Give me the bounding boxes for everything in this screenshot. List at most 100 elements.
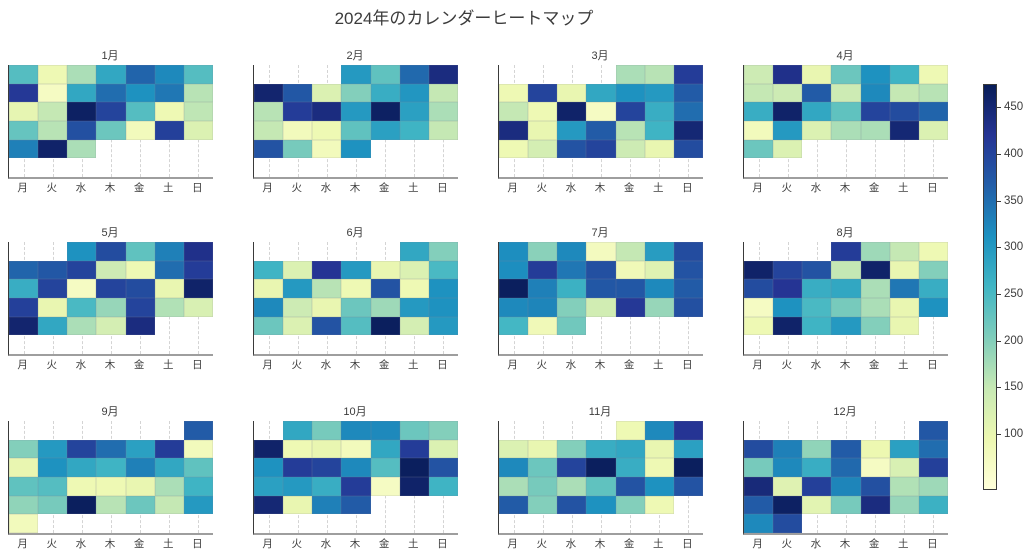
day-cell: [744, 297, 774, 317]
day-cell: [428, 421, 458, 440]
day-cell: [831, 242, 861, 261]
empty-cell: [67, 158, 96, 177]
empty-cell: [861, 514, 890, 533]
weekday-label: 日: [192, 359, 203, 371]
day-cell: [96, 439, 126, 459]
weekday-label: 日: [682, 538, 693, 550]
day-cell: [428, 65, 458, 84]
weekday-label: 月: [752, 182, 763, 194]
day-cell: [341, 297, 371, 317]
day-cell: [860, 65, 890, 84]
day-cell: [499, 476, 529, 496]
day-cell: [644, 139, 674, 159]
weekday-label: 水: [810, 359, 822, 371]
weekday-label: 月: [262, 359, 273, 371]
empty-cell: [586, 158, 615, 177]
day-cell: [154, 458, 184, 477]
day-cell: [802, 102, 832, 121]
empty-cell: [96, 335, 125, 354]
empty-cell: [371, 158, 400, 177]
day-cell: [9, 102, 39, 121]
day-cell: [341, 476, 371, 496]
day-cell: [399, 421, 429, 440]
day-cell: [918, 495, 948, 515]
month-plot-area: [743, 65, 948, 179]
day-cell: [96, 242, 126, 261]
day-cell: [125, 476, 155, 496]
empty-cell: [126, 140, 155, 159]
empty-cell: [616, 335, 645, 354]
day-cell: [644, 65, 674, 84]
empty-cell: [557, 335, 586, 354]
week-cells-grid: [254, 65, 458, 177]
empty-cell: [802, 421, 831, 440]
day-cell: [831, 495, 861, 515]
weekday-axis-labels: 月火水木金土日: [743, 182, 947, 194]
weekday-label: 水: [565, 538, 577, 550]
day-cell: [831, 260, 861, 280]
day-cell: [586, 260, 616, 280]
weekday-label: 金: [378, 538, 390, 550]
empty-cell: [528, 335, 557, 354]
day-cell: [283, 495, 313, 515]
day-cell: [96, 316, 126, 336]
day-cell: [860, 297, 890, 317]
day-cell: [125, 120, 155, 140]
day-cell: [38, 297, 68, 317]
day-cell: [312, 83, 342, 103]
empty-cell: [557, 421, 586, 440]
empty-cell: [645, 317, 674, 336]
empty-cell: [861, 335, 890, 354]
day-cell: [67, 83, 97, 103]
day-cell: [341, 139, 371, 159]
day-cell: [38, 83, 68, 103]
empty-cell: [312, 158, 341, 177]
day-cell: [889, 297, 919, 317]
empty-cell: [429, 496, 458, 515]
empty-cell: [254, 65, 283, 84]
day-cell: [831, 120, 861, 140]
empty-cell: [38, 158, 67, 177]
day-cell: [38, 458, 68, 477]
weekday-label: 水: [810, 538, 822, 550]
day-cell: [644, 83, 674, 103]
empty-cell: [312, 242, 341, 261]
weekday-label: 水: [75, 538, 87, 550]
month-plot-area: [8, 421, 213, 535]
day-cell: [67, 297, 97, 317]
colorbar-tick-label: 150: [1004, 381, 1024, 394]
day-cell: [283, 316, 313, 336]
day-cell: [528, 458, 558, 477]
empty-cell: [773, 335, 802, 354]
day-cell: [125, 495, 155, 515]
day-cell: [370, 65, 400, 84]
empty-cell: [429, 140, 458, 159]
day-cell: [615, 476, 645, 496]
month-title: 6月: [346, 227, 364, 239]
day-cell: [644, 458, 674, 477]
day-cell: [644, 279, 674, 298]
month-plot-area: [8, 65, 213, 179]
day-cell: [38, 102, 68, 121]
day-cell: [154, 65, 184, 84]
day-cell: [96, 120, 126, 140]
weekday-label: 月: [17, 538, 28, 550]
weekday-label: 土: [163, 538, 174, 550]
empty-cell: [861, 421, 890, 440]
weekday-label: 日: [192, 538, 203, 550]
colorbar-tick-label: 300: [1004, 241, 1024, 254]
day-cell: [9, 476, 39, 496]
day-cell: [399, 120, 429, 140]
weekday-label: 火: [46, 538, 57, 550]
colorbar-tick: [997, 107, 1001, 109]
day-cell: [283, 421, 313, 440]
day-cell: [860, 102, 890, 121]
day-cell: [183, 242, 213, 261]
day-cell: [644, 102, 674, 121]
day-cell: [499, 495, 529, 515]
empty-cell: [499, 158, 528, 177]
empty-cell: [802, 514, 831, 533]
colorbar-tick: [997, 294, 1001, 295]
day-cell: [673, 83, 703, 103]
day-cell: [673, 297, 703, 317]
